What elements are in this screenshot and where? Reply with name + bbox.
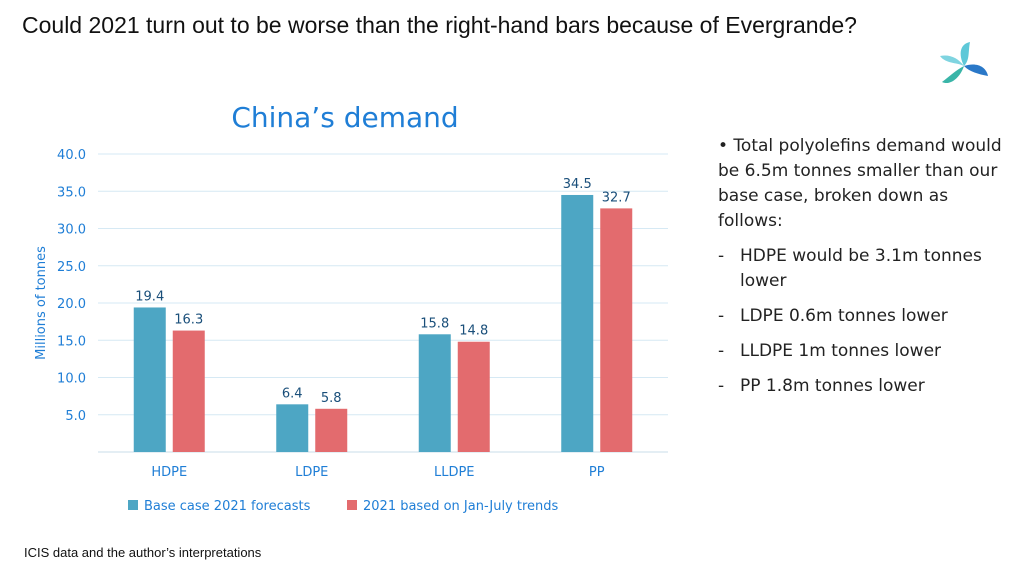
data-label: 34.5 (563, 177, 592, 192)
y-tick-label: 30.0 (57, 223, 86, 238)
data-label: 19.4 (135, 289, 164, 304)
y-tick-label: 5.0 (65, 409, 86, 424)
data-label: 15.8 (420, 316, 449, 331)
y-tick-label: 10.0 (57, 372, 86, 387)
data-label: 16.3 (174, 313, 203, 328)
legend-label: 2021 based on Jan-July trends (363, 499, 559, 514)
bar-base-case (418, 334, 451, 452)
bullet-sub-item: - LLDPE 1m tonnes lower (718, 339, 1018, 364)
bar-base-case (561, 194, 594, 452)
bullet-dash: - (718, 341, 725, 361)
company-logo-icon (940, 42, 988, 84)
slide-title: Could 2021 turn out to be worse than the… (22, 12, 857, 38)
legend-label: Base case 2021 forecasts (144, 499, 311, 514)
legend-swatch (347, 500, 357, 510)
y-tick-label: 15.0 (57, 334, 86, 349)
bullet-sub-text: HDPE would be 3.1m tonnes lower (740, 246, 982, 291)
bar-jan-july (315, 408, 348, 452)
x-tick-label: LDPE (295, 465, 328, 480)
bullet-main: • Total polyolefins demand would be 6.5m… (718, 136, 1002, 231)
bullet-sub-item: - LDPE 0.6m tonnes lower (718, 304, 1018, 329)
legend-swatch (128, 500, 138, 510)
bullet-dash: - (718, 246, 725, 266)
y-axis-label: Millions of tonnes (34, 246, 49, 360)
x-tick-label: LLDPE (434, 465, 475, 480)
bullet-sub-text: LDPE 0.6m tonnes lower (740, 306, 948, 326)
y-tick-label: 20.0 (57, 297, 86, 312)
bar-base-case (276, 404, 309, 452)
bar-jan-july (457, 341, 490, 452)
bullet-sub-item: - PP 1.8m tonnes lower (718, 374, 1018, 399)
y-tick-label: 25.0 (57, 260, 86, 275)
data-label: 32.7 (602, 190, 631, 205)
bullet-dash: - (718, 376, 725, 396)
bullet-sub-text: LLDPE 1m tonnes lower (740, 341, 942, 361)
data-label: 14.8 (459, 324, 488, 339)
bar-base-case (133, 307, 166, 452)
y-tick-label: 40.0 (57, 148, 86, 163)
bullet-dash: - (718, 306, 725, 326)
data-label: 5.8 (321, 391, 342, 406)
bar-jan-july (600, 208, 633, 452)
x-tick-label: HDPE (151, 465, 187, 480)
bullet-sub-item: - HDPE would be 3.1m tonnes lower (718, 244, 1018, 294)
bullet-list: • Total polyolefins demand would be 6.5m… (718, 134, 1018, 409)
bullet-sub-text: PP 1.8m tonnes lower (740, 376, 925, 396)
data-label: 6.4 (282, 386, 303, 401)
chart-title: China’s demand (231, 101, 459, 134)
x-tick-label: PP (589, 465, 605, 480)
source-note: ICIS data and the author’s interpretatio… (24, 545, 262, 560)
bar-jan-july (172, 330, 205, 452)
y-tick-label: 35.0 (57, 185, 86, 200)
